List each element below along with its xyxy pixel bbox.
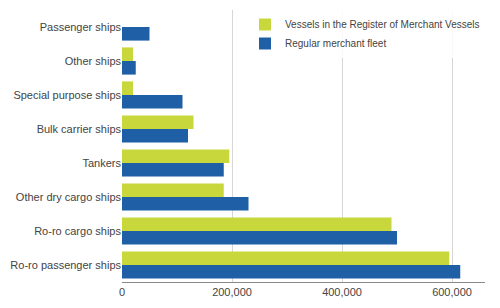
svg-text:600,000: 600,000 (432, 286, 472, 298)
svg-text:Passenger ships: Passenger ships (40, 21, 122, 33)
svg-text:Ro-ro passenger ships: Ro-ro passenger ships (10, 259, 121, 271)
svg-text:Other ships: Other ships (65, 55, 122, 67)
svg-text:Regular merchant fleet: Regular merchant fleet (285, 38, 386, 49)
svg-text:Ro-ro cargo ships: Ro-ro cargo ships (34, 225, 121, 237)
svg-text:200,000: 200,000 (212, 286, 252, 298)
svg-text:Special purpose ships: Special purpose ships (13, 89, 121, 101)
svg-text:400,000: 400,000 (322, 286, 362, 298)
svg-text:Bulk carrier ships: Bulk carrier ships (37, 123, 122, 135)
svg-text:Tankers: Tankers (82, 157, 121, 169)
svg-text:0: 0 (119, 286, 125, 298)
svg-text:Vessels in the Register of Mer: Vessels in the Register of Merchant Vess… (285, 19, 480, 30)
svg-text:Other dry cargo ships: Other dry cargo ships (16, 191, 122, 203)
